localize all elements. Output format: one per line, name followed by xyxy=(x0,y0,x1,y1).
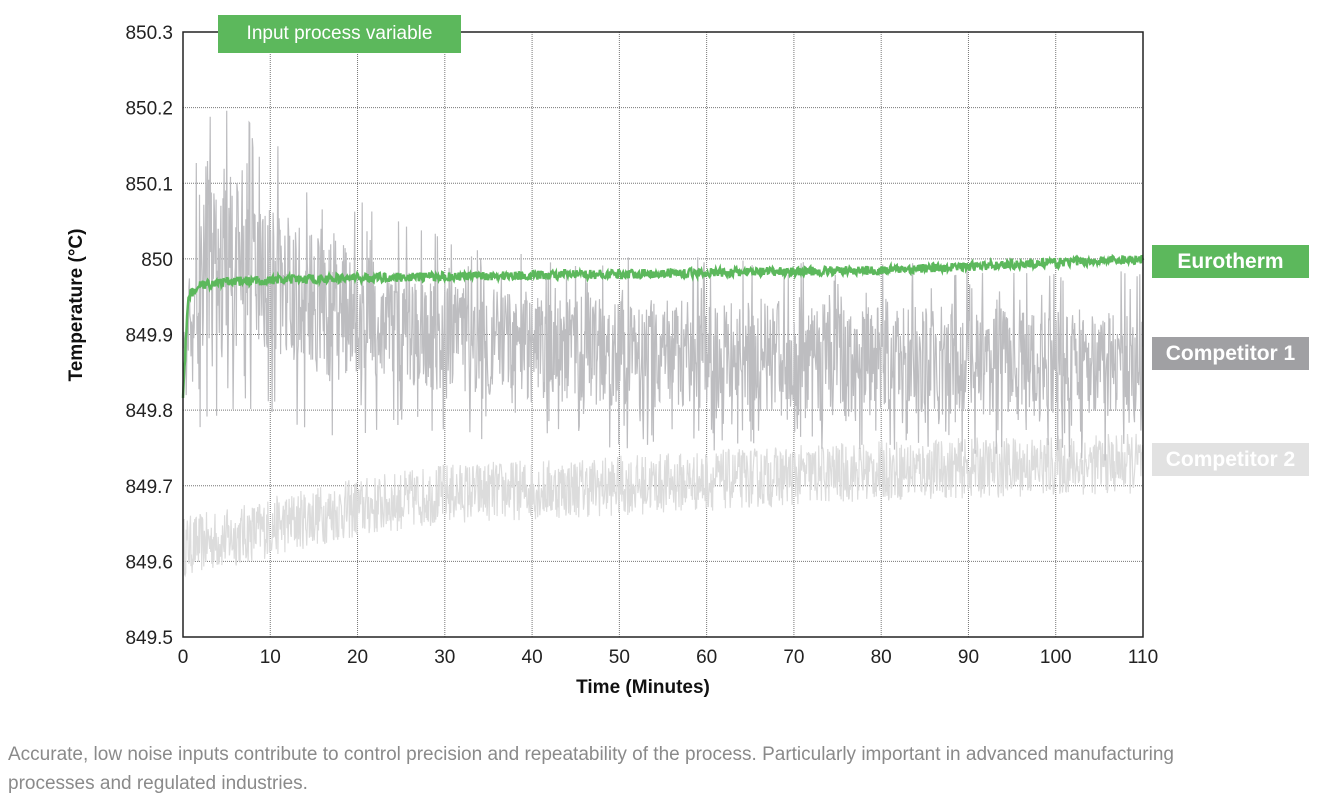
x-tick-label: 20 xyxy=(347,647,368,668)
y-tick-label: 850.3 xyxy=(125,23,173,44)
legend-competitor-1: Competitor 1 xyxy=(1152,337,1309,370)
y-tick-label: 849.9 xyxy=(125,326,173,347)
x-tick-label: 50 xyxy=(609,647,630,668)
y-tick-label: 850.2 xyxy=(125,99,173,120)
x-tick-label: 10 xyxy=(260,647,281,668)
legend-competitor-2: Competitor 2 xyxy=(1152,443,1309,476)
chart-title: Input process variable xyxy=(218,15,461,53)
x-tick-label: 30 xyxy=(434,647,455,668)
legend-eurotherm: Eurotherm xyxy=(1152,245,1309,278)
x-tick-label: 80 xyxy=(871,647,892,668)
series-line-competitor-2 xyxy=(182,433,1144,578)
x-axis-label: Time (Minutes) xyxy=(576,677,710,698)
x-tick-label: 70 xyxy=(783,647,804,668)
y-tick-label: 850.1 xyxy=(125,174,173,195)
y-axis-label: Temperature (°C) xyxy=(66,229,87,382)
y-tick-label: 849.8 xyxy=(125,401,173,422)
temperature-chart: 849.5 849.6 849.7 849.8 849.9 850 850.1 850.2 85… xyxy=(66,23,1158,698)
y-tick-label: 849.6 xyxy=(125,552,173,573)
y-tick-label: 849.7 xyxy=(125,477,173,498)
x-tick-label: 0 xyxy=(178,647,189,668)
x-tick-label: 110 xyxy=(1128,647,1158,668)
y-tick-label: 850 xyxy=(141,250,173,271)
x-tick-label: 60 xyxy=(696,647,717,668)
caption: Accurate, low noise inputs contribute to… xyxy=(8,744,1174,794)
plot-frame xyxy=(182,31,1144,638)
series-line-competitor-1 xyxy=(182,110,1144,461)
x-tick-label: 90 xyxy=(958,647,979,668)
x-tick-label: 40 xyxy=(522,647,543,668)
series-line-eurotherm xyxy=(181,253,1145,398)
y-tick-label: 849.5 xyxy=(125,628,173,649)
x-tick-label: 100 xyxy=(1040,647,1072,668)
